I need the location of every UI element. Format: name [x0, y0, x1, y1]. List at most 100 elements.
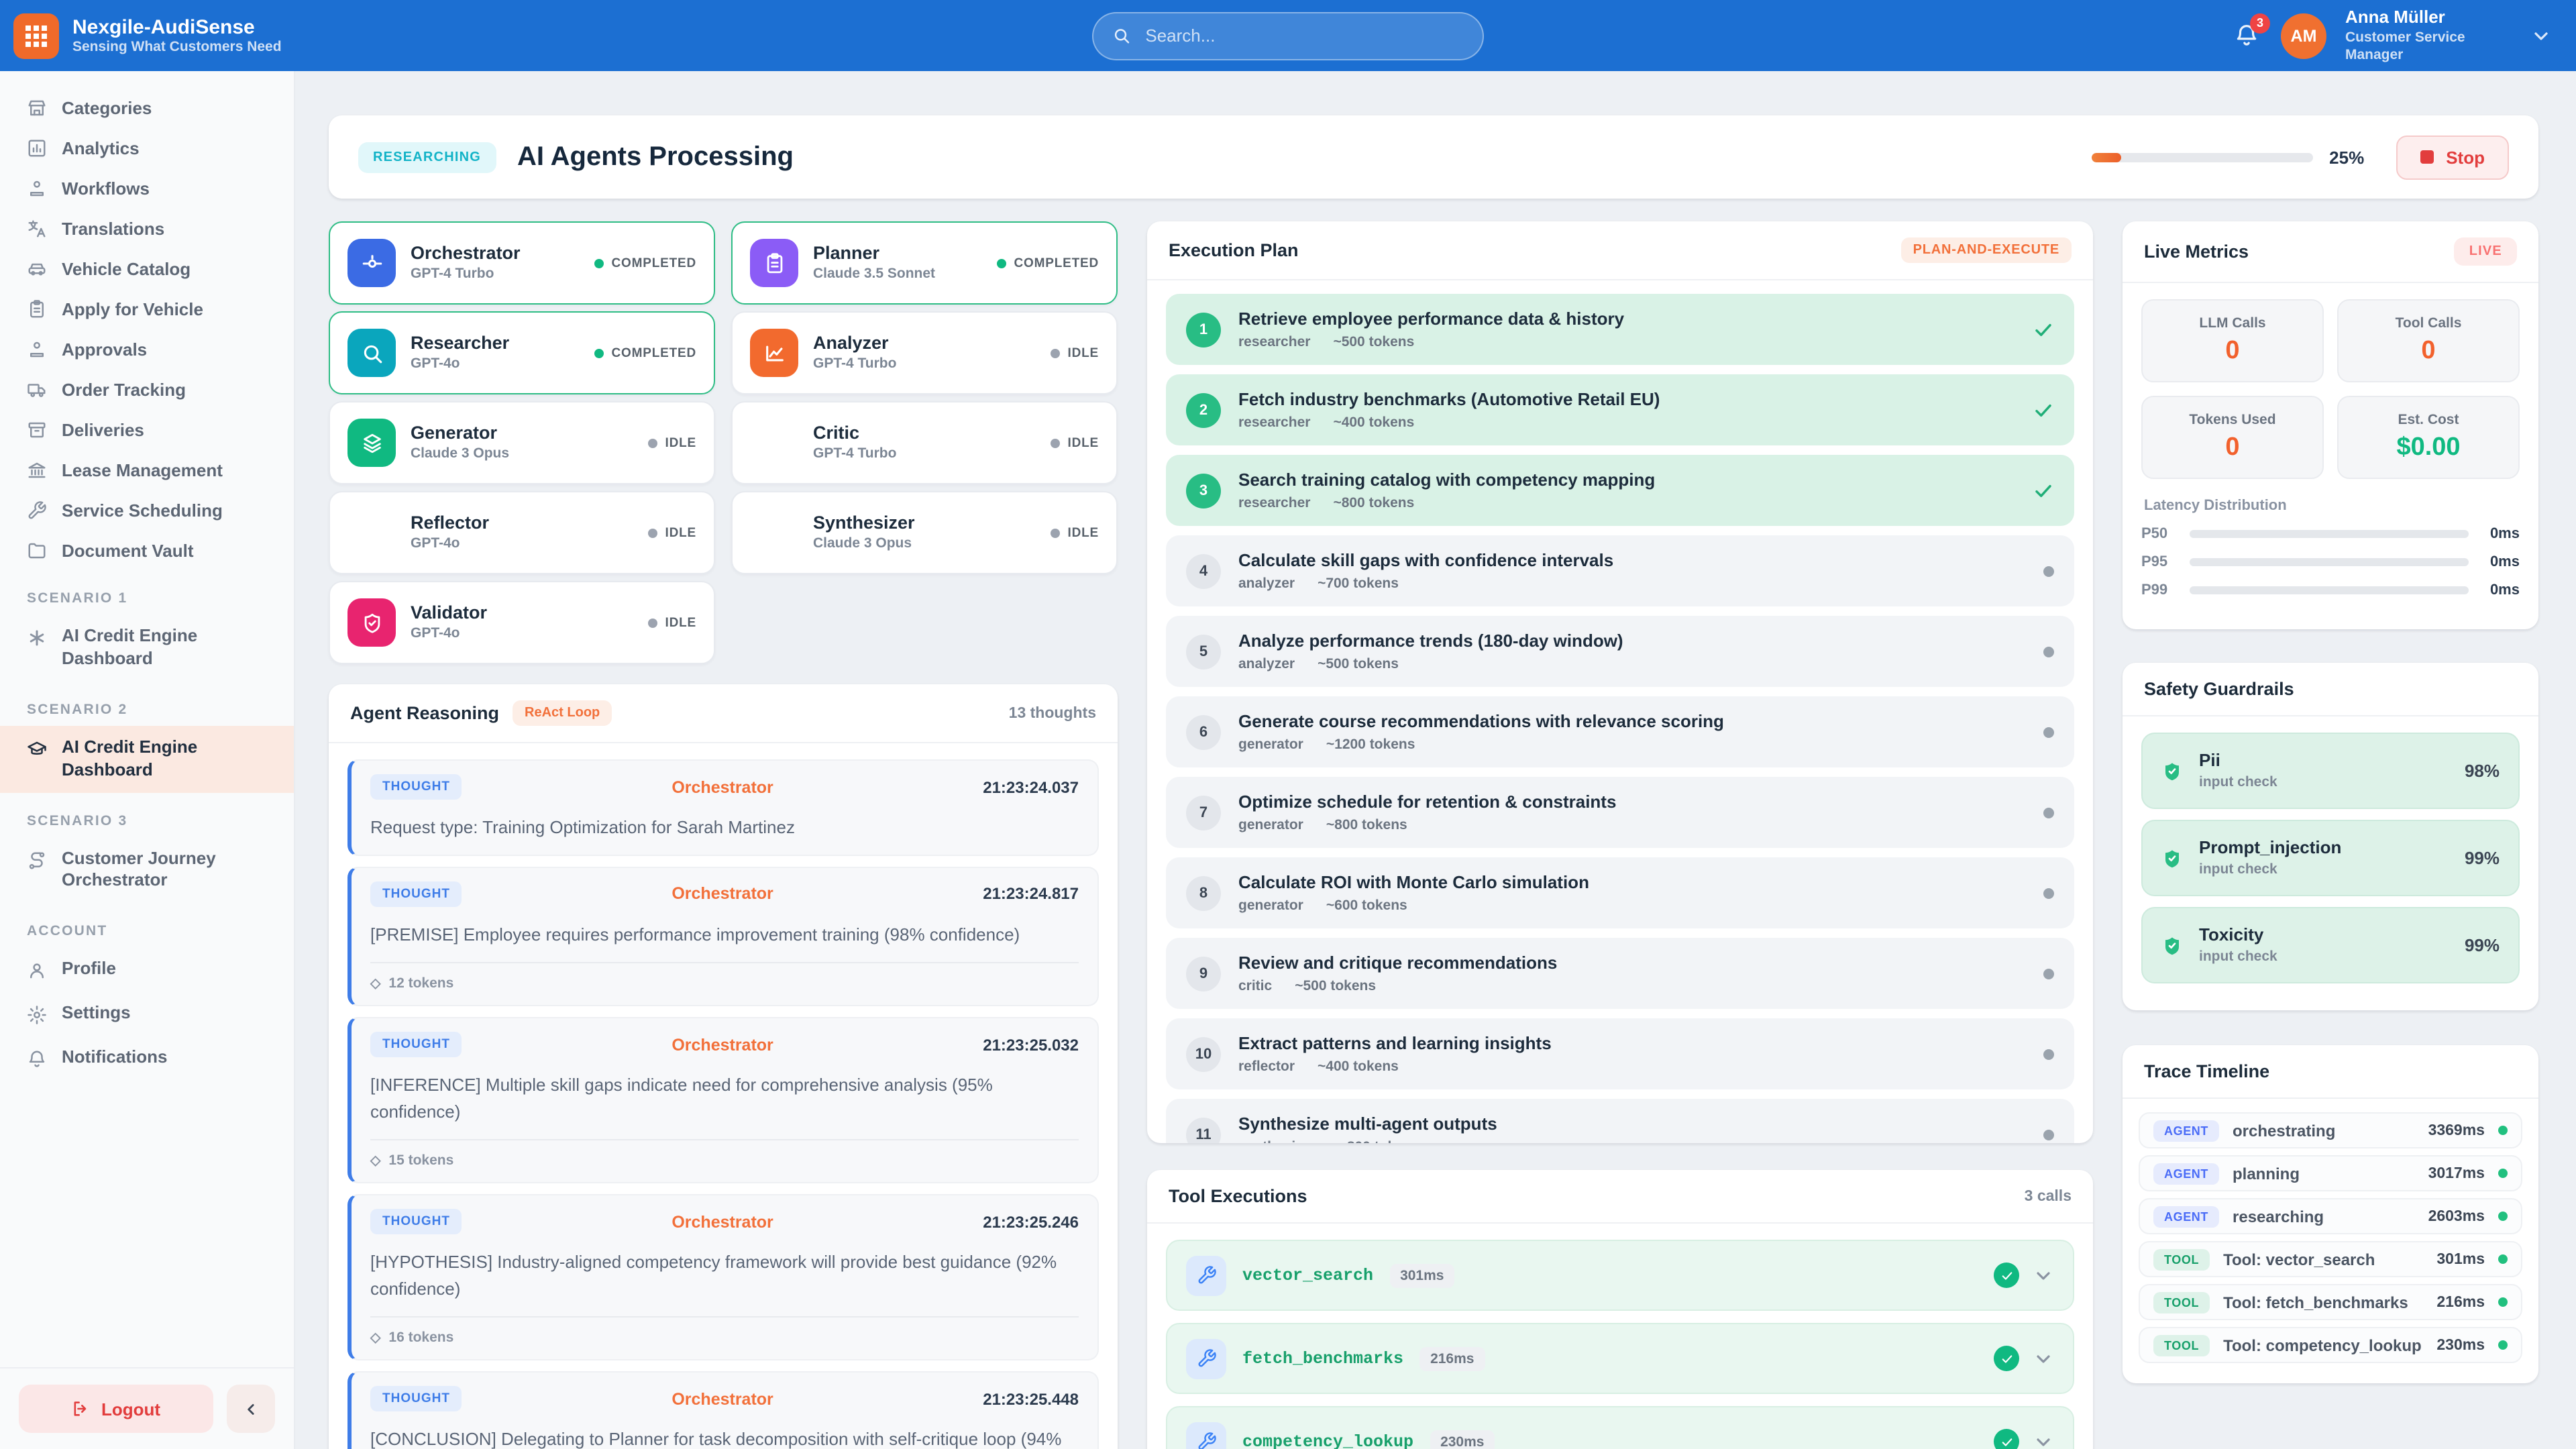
- agent-card[interactable]: Researcher GPT-4o COMPLETED: [329, 311, 715, 394]
- thought-list: THOUGHT Orchestrator 21:23:24.037 Reques…: [329, 743, 1118, 1449]
- step-agent: synthesizer: [1238, 1138, 1316, 1143]
- step-tokens: ~500 tokens: [1318, 656, 1399, 673]
- sidebar-item[interactable]: Workflows: [0, 168, 294, 208]
- sidebar-scenario-item[interactable]: AI Credit Engine Dashboard: [0, 725, 294, 793]
- avatar[interactable]: AM: [2281, 13, 2326, 58]
- stop-button[interactable]: Stop: [2396, 135, 2509, 179]
- sidebar-item[interactable]: Document Vault: [0, 530, 294, 570]
- agent-card[interactable]: Critic GPT-4 Turbo IDLE: [731, 401, 1118, 484]
- none-icon: [750, 508, 798, 557]
- latency-rows: P50 0ms P95 0ms: [2141, 526, 2520, 598]
- chevron-down-icon[interactable]: [2033, 1431, 2054, 1449]
- plan-step: 11 Synthesize multi-agent outputs synthe…: [1166, 1099, 2074, 1143]
- agent-card[interactable]: Planner Claude 3.5 Sonnet COMPLETED: [731, 221, 1118, 305]
- brand-title: Nexgile-AudiSense: [72, 15, 255, 39]
- step-tokens: ~500 tokens: [1333, 334, 1415, 351]
- sidebar-scenario-item[interactable]: AI Credit Engine Dashboard: [0, 614, 294, 682]
- step-title: Retrieve employee performance data & his…: [1238, 308, 1625, 329]
- agent-card[interactable]: Orchestrator GPT-4 Turbo COMPLETED: [329, 221, 715, 305]
- sidebar-scenario-item[interactable]: Profile: [0, 948, 294, 992]
- guardrail-name: Prompt_injection: [2199, 837, 2342, 858]
- sidebar-item[interactable]: Service Scheduling: [0, 490, 294, 530]
- chevron-down-icon[interactable]: [2033, 1265, 2054, 1286]
- agent-card[interactable]: Reflector GPT-4o IDLE: [329, 491, 715, 574]
- agent-card[interactable]: Validator GPT-4o IDLE: [329, 581, 715, 664]
- notifications-bell-button[interactable]: 3: [2230, 13, 2270, 52]
- sidebar-item[interactable]: Deliveries: [0, 409, 294, 449]
- tool-call-row[interactable]: competency_lookup 230ms: [1166, 1406, 2074, 1449]
- step-tokens: ~400 tokens: [1333, 415, 1415, 431]
- trace-status-dot-icon: [2498, 1254, 2508, 1264]
- step-number: 8: [1186, 875, 1221, 910]
- trace-row: TOOL Tool: competency_lookup 230ms: [2139, 1327, 2522, 1363]
- metrics-column: Live Metrics LIVE LLM Calls 0: [2123, 221, 2538, 1383]
- progress-fill: [2092, 152, 2121, 162]
- step-number: 2: [1186, 392, 1221, 427]
- step-title: Generate course recommendations with rel…: [1238, 710, 1724, 731]
- logout-button[interactable]: Logout: [19, 1385, 213, 1433]
- trace-label: Tool: competency_lookup: [2223, 1336, 2422, 1354]
- plan-step: 8 Calculate ROI with Monte Carlo simulat…: [1166, 857, 2074, 928]
- tool-call-row[interactable]: fetch_benchmarks 216ms: [1166, 1323, 2074, 1394]
- tool-call-row[interactable]: vector_search 301ms: [1166, 1240, 2074, 1311]
- thought-timestamp: 21:23:25.032: [983, 1035, 1079, 1054]
- sidebar-scenario-label: Notifications: [62, 1046, 168, 1067]
- grid-logo-icon: [13, 13, 59, 58]
- sidebar-item[interactable]: Lease Management: [0, 449, 294, 490]
- sidebar-scenario-item[interactable]: Customer Journey Orchestrator: [0, 837, 294, 904]
- metric-tile: Tokens Used 0: [2141, 396, 2324, 479]
- guardrail-name: Toxicity: [2199, 924, 2264, 945]
- sidebar-nav: Categories Analytics Workflows: [0, 87, 294, 570]
- thought-tokens: 16 tokens: [370, 1316, 1079, 1346]
- tools-title: Tool Executions: [1169, 1186, 1307, 1206]
- sidebar-scenario-label: Profile: [62, 958, 116, 979]
- chevron-down-icon[interactable]: [2530, 25, 2552, 46]
- metric-label: Tool Calls: [2395, 315, 2462, 331]
- search-input[interactable]: [1142, 24, 1464, 47]
- shield-outline-icon: [347, 598, 396, 647]
- agent-model: Claude 3 Opus: [813, 535, 912, 551]
- guardrail-card: Toxicity input check 99%: [2141, 907, 2520, 983]
- step-tokens: ~800 tokens: [1333, 495, 1415, 512]
- sidebar-scenario-item[interactable]: Settings: [0, 992, 294, 1036]
- sidebar-item[interactable]: Categories: [0, 87, 294, 127]
- sidebar-collapse-button[interactable]: [227, 1385, 275, 1433]
- sidebar: Categories Analytics Workflows: [0, 71, 295, 1449]
- search-bar[interactable]: [1092, 11, 1484, 60]
- agent-name: Critic: [813, 423, 860, 443]
- agent-card[interactable]: Analyzer GPT-4 Turbo IDLE: [731, 311, 1118, 394]
- sidebar-scenario-item[interactable]: Notifications: [0, 1036, 294, 1081]
- bank-icon: [27, 460, 47, 480]
- sidebar-item[interactable]: Vehicle Catalog: [0, 248, 294, 288]
- sidebar-item[interactable]: Apply for Vehicle: [0, 288, 294, 329]
- trace-duration: 230ms: [2436, 1337, 2485, 1353]
- trend-icon: [750, 329, 798, 377]
- sidebar-item-label: Lease Management: [62, 460, 223, 480]
- plan-step: 9 Review and critique recommendations cr…: [1166, 938, 2074, 1009]
- sidebar-item[interactable]: Approvals: [0, 329, 294, 369]
- trace-label: researching: [2233, 1207, 2324, 1226]
- user-info: Anna Müller Customer Service Manager: [2345, 7, 2504, 64]
- sidebar-item[interactable]: Order Tracking: [0, 369, 294, 409]
- search-icon: [347, 329, 396, 377]
- wrench-icon: [1186, 1338, 1226, 1379]
- chevron-down-icon[interactable]: [2033, 1348, 2054, 1369]
- plan-step: 7 Optimize schedule for retention & cons…: [1166, 777, 2074, 848]
- pending-dot-icon: [2043, 727, 2054, 737]
- trace-row: TOOL Tool: fetch_benchmarks 216ms: [2139, 1284, 2522, 1320]
- sidebar-item[interactable]: Translations: [0, 208, 294, 248]
- tools-count: 3 calls: [2024, 1188, 2072, 1204]
- sidebar-section-label: SCENARIO 3: [27, 812, 128, 829]
- thought-timestamp: 21:23:24.817: [983, 884, 1079, 903]
- guardrails-title: Safety Guardrails: [2144, 679, 2294, 699]
- agent-card[interactable]: Synthesizer Claude 3 Opus IDLE: [731, 491, 1118, 574]
- sidebar-item[interactable]: Analytics: [0, 127, 294, 168]
- metric-tile: Est. Cost $0.00: [2337, 396, 2520, 479]
- live-badge: LIVE: [2454, 237, 2517, 266]
- step-number: 9: [1186, 956, 1221, 991]
- agent-card[interactable]: Generator Claude 3 Opus IDLE: [329, 401, 715, 484]
- tool-name: vector_search: [1242, 1266, 1374, 1285]
- agent-name: Planner: [813, 243, 880, 264]
- reasoning-title: Agent Reasoning: [350, 703, 500, 723]
- agent-name: Orchestrator: [411, 243, 521, 264]
